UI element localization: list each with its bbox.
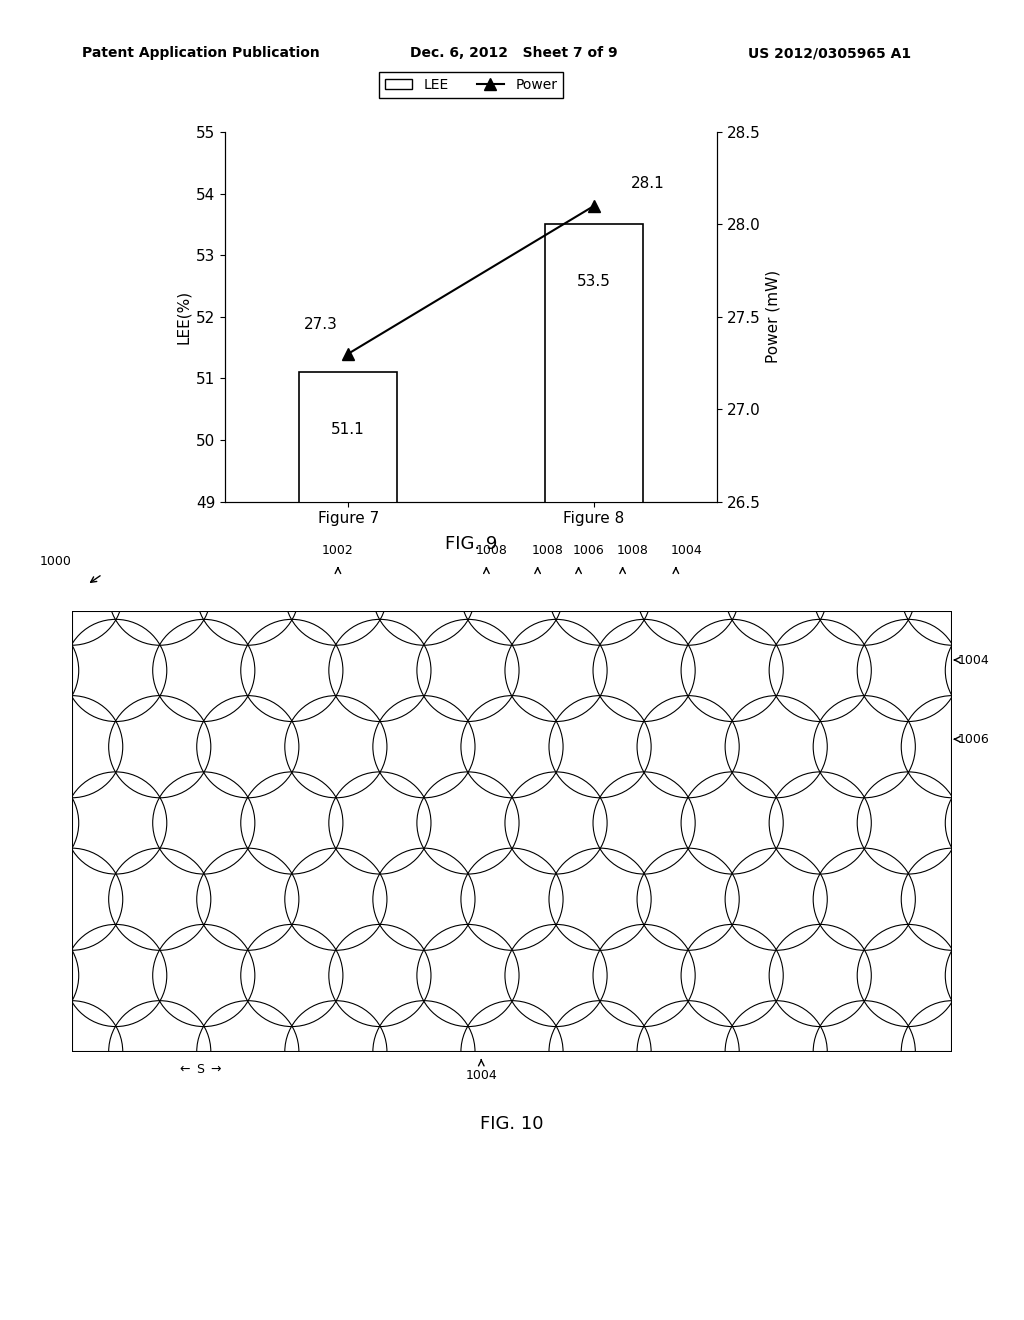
Text: 1000: 1000 (40, 554, 72, 568)
Text: FIG. 9: FIG. 9 (444, 535, 498, 553)
Text: Patent Application Publication: Patent Application Publication (82, 46, 319, 61)
Legend: LEE, Power: LEE, Power (379, 73, 563, 98)
Text: US 2012/0305965 A1: US 2012/0305965 A1 (748, 46, 910, 61)
Text: 27.3: 27.3 (304, 317, 338, 331)
Text: 1004: 1004 (957, 653, 989, 667)
Text: 1002: 1002 (322, 544, 354, 557)
Text: 51.1: 51.1 (332, 421, 365, 437)
Text: $\leftarrow$ S $\rightarrow$: $\leftarrow$ S $\rightarrow$ (177, 1063, 222, 1076)
Text: 1004: 1004 (465, 1069, 498, 1082)
Bar (299, 372, 397, 1320)
Text: 28.1: 28.1 (631, 176, 665, 191)
Text: 1008: 1008 (531, 544, 564, 557)
Text: 1006: 1006 (572, 544, 605, 557)
Text: 1008: 1008 (475, 544, 508, 557)
Text: 1004: 1004 (670, 544, 702, 557)
Bar (545, 224, 643, 1320)
Y-axis label: LEE(%): LEE(%) (176, 289, 190, 345)
Text: FIG. 10: FIG. 10 (480, 1115, 544, 1134)
Text: 1006: 1006 (957, 733, 989, 746)
Text: 53.5: 53.5 (577, 273, 611, 289)
Text: 1008: 1008 (616, 544, 649, 557)
Y-axis label: Power (mW): Power (mW) (766, 271, 781, 363)
Text: Dec. 6, 2012   Sheet 7 of 9: Dec. 6, 2012 Sheet 7 of 9 (410, 46, 617, 61)
